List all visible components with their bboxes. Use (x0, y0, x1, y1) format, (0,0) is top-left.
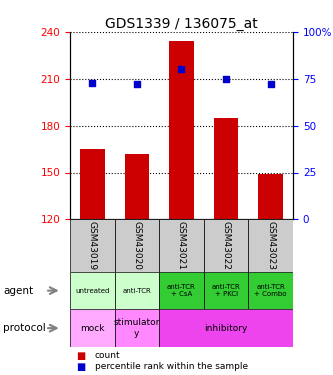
Text: GSM43020: GSM43020 (132, 221, 142, 270)
Bar (115, 309, 159, 347)
Bar (70, 272, 115, 309)
Point (268, 81, 273, 87)
Bar (115, 219, 159, 272)
Bar (204, 272, 248, 309)
Bar (169, 41, 194, 219)
Point (223, 76, 229, 82)
Point (134, 81, 140, 87)
Bar (248, 219, 293, 272)
Text: agent: agent (3, 286, 33, 296)
Point (90, 80, 95, 86)
Text: percentile rank within the sample: percentile rank within the sample (95, 362, 248, 371)
Bar (214, 118, 238, 219)
Text: mock: mock (80, 324, 105, 333)
Bar (125, 154, 149, 219)
Bar (70, 309, 115, 347)
Text: untreated: untreated (75, 288, 110, 294)
Text: ■: ■ (77, 351, 86, 360)
Title: GDS1339 / 136075_at: GDS1339 / 136075_at (105, 17, 258, 31)
Text: stimulator
y: stimulator y (114, 318, 160, 338)
Bar (258, 174, 283, 219)
Text: count: count (95, 351, 121, 360)
Text: anti-TCR
+ PKCi: anti-TCR + PKCi (212, 284, 240, 297)
Text: GSM43023: GSM43023 (266, 221, 275, 270)
Bar (204, 219, 248, 272)
Bar (159, 219, 204, 272)
Text: GSM43021: GSM43021 (177, 221, 186, 270)
Text: anti-TCR
+ CsA: anti-TCR + CsA (167, 284, 196, 297)
Text: anti-TCR: anti-TCR (123, 288, 151, 294)
Text: GSM43022: GSM43022 (221, 221, 231, 270)
Text: anti-TCR
+ Combo: anti-TCR + Combo (254, 284, 287, 297)
Bar (159, 272, 204, 309)
Text: GSM43019: GSM43019 (88, 221, 97, 270)
Point (179, 66, 184, 72)
Bar (115, 272, 159, 309)
Text: ■: ■ (77, 362, 86, 372)
Text: protocol: protocol (3, 323, 46, 333)
Text: inhibitory: inhibitory (204, 324, 248, 333)
Bar (159, 309, 293, 347)
Bar (248, 272, 293, 309)
Bar (80, 149, 105, 219)
Bar (70, 219, 115, 272)
